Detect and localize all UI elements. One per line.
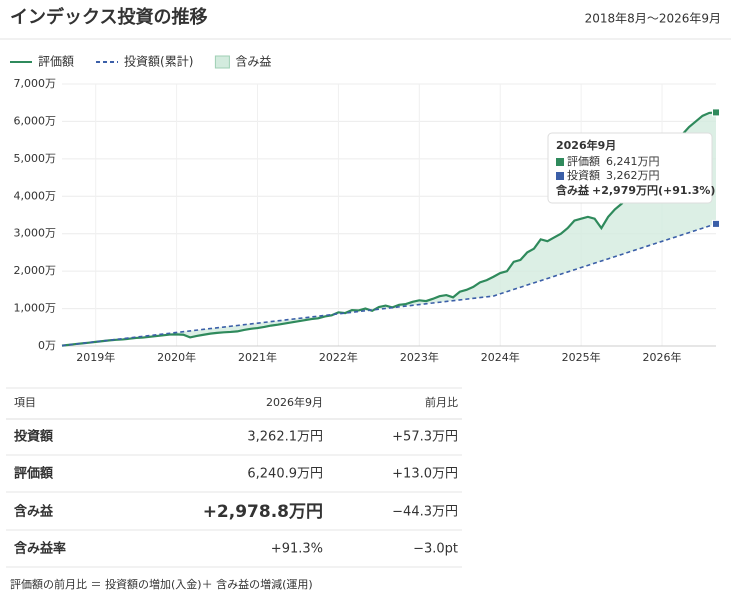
- tooltip-value: 3,262万円: [606, 169, 660, 182]
- x-tick-label: 2026年: [643, 350, 682, 364]
- table-cell: +57.3万円: [392, 430, 458, 445]
- x-tick-label: 2019年: [76, 350, 115, 364]
- x-tick-label: 2024年: [481, 350, 520, 364]
- legend-label: 評価額: [38, 55, 74, 69]
- y-tick-label: 6,000万: [14, 114, 57, 127]
- y-tick-label: 4,000万: [14, 189, 57, 202]
- tooltip-swatch: [556, 158, 564, 166]
- gain-area: [62, 112, 716, 346]
- tooltip-total-value: +2,979万円(+91.3%): [592, 184, 715, 197]
- period: 2018年8月〜2026年9月: [585, 12, 721, 26]
- table-header: 項目: [14, 396, 36, 409]
- tooltip-swatch: [556, 172, 564, 180]
- table-header: 2026年9月: [266, 395, 323, 409]
- table-cell: +13.0万円: [392, 467, 458, 482]
- end-marker: [712, 108, 720, 117]
- x-tick-label: 2020年: [157, 350, 196, 364]
- y-tick-label: 2,000万: [14, 264, 57, 277]
- tooltip-value: 6,241万円: [606, 155, 660, 168]
- tooltip-title: 2026年9月: [556, 138, 616, 152]
- tooltip-box: [547, 132, 713, 204]
- legend-label: 投資額(累計): [124, 54, 193, 69]
- x-tick-label: 2021年: [238, 350, 277, 364]
- legend-swatch: [214, 55, 230, 69]
- x-tick-label: 2025年: [562, 350, 601, 364]
- y-tick-label: 0万: [38, 339, 56, 352]
- y-tick-label: 1,000万: [14, 302, 57, 315]
- legend-label: 含み益: [235, 55, 271, 69]
- y-tick-label: 3,000万: [14, 227, 57, 240]
- table-cell: +91.3%: [271, 542, 323, 557]
- table-cell: 3,262.1万円: [247, 430, 323, 445]
- tooltip-name: 評価額: [567, 154, 600, 168]
- table-cell: 投資額: [14, 429, 54, 445]
- y-tick-label: 5,000万: [14, 152, 57, 165]
- table-cell: +2,978.8万円: [203, 502, 323, 522]
- table-cell: −44.3万円: [392, 505, 458, 520]
- tooltip-total-name: 含み益: [556, 183, 590, 197]
- series-line: [61, 223, 717, 347]
- x-tick-label: 2023年: [400, 350, 439, 364]
- page-title: インデックス投資の推移: [10, 6, 207, 28]
- table-cell: 含み益: [14, 504, 54, 520]
- table-cell: 6,240.9万円: [247, 467, 323, 482]
- y-tick-label: 7,000万: [14, 77, 57, 90]
- series-line: [61, 111, 717, 347]
- end-marker: [712, 219, 720, 228]
- table-cell: 含み益率: [14, 541, 66, 557]
- table-header: 前月比: [425, 395, 458, 409]
- table-cell: 評価額: [14, 466, 54, 482]
- tooltip-name: 投資額: [567, 168, 600, 182]
- table-cell: −3.0pt: [413, 542, 458, 557]
- x-tick-label: 2022年: [319, 350, 358, 364]
- footnote: 評価額の前月比 ＝ 投資額の増加(入金)＋ 含み益の増減(運用): [10, 577, 313, 591]
